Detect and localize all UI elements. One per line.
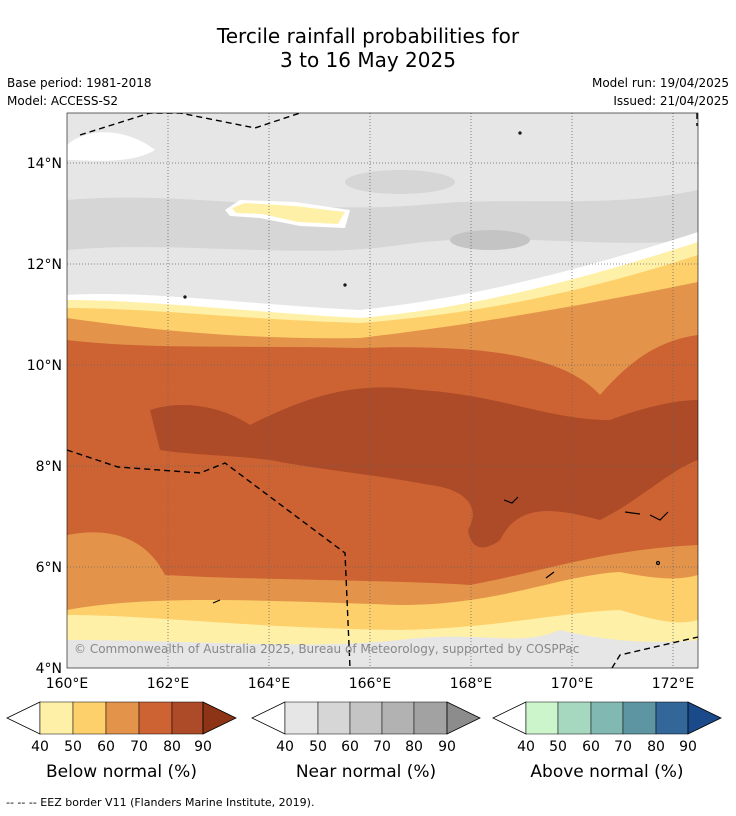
lon-tick: 166°E (349, 676, 392, 692)
colorbar-lower-arrow (492, 701, 527, 735)
eez-legend-note: -- -- -- EEZ border V11 (Flanders Marine… (6, 796, 315, 809)
colorbar-tick: 90 (679, 739, 697, 755)
colorbar-swatch (590, 701, 624, 735)
below-80-region (150, 387, 698, 548)
islands (183, 131, 669, 604)
colorbar-tick: 70 (614, 739, 632, 755)
below-normal-40-patch (232, 203, 345, 224)
map-frame (66, 112, 699, 669)
colorbar-tick: 70 (373, 739, 391, 755)
colorbar-lower-arrow (251, 701, 286, 735)
lon-tick: 164°E (248, 676, 291, 692)
lat-tick: 10°N (27, 358, 62, 374)
near-normal-50-band (67, 190, 698, 251)
colorbar-tick: 50 (549, 739, 567, 755)
near-normal-patch (345, 170, 455, 194)
colorbar-upper-arrow (446, 701, 481, 735)
colorbar-swatch (622, 701, 657, 735)
colorbar-tick: 90 (194, 739, 212, 755)
lat-tick: 4°N (36, 661, 62, 677)
lon-tick: 172°E (652, 676, 695, 692)
colorbar-tick: 40 (517, 739, 535, 755)
colorbar-upper-arrow (202, 701, 237, 735)
colorbar-label-below: Below normal (%) (46, 762, 197, 782)
colorbar-tick: 80 (405, 739, 423, 755)
model-name: Model: ACCESS-S2 (7, 94, 119, 108)
colorbar-swatch (349, 701, 383, 735)
colorbar-below-normal: 40 50 60 70 80 90 (6, 701, 237, 755)
colorbar-tick: 60 (582, 739, 600, 755)
colorbar-swatch (72, 701, 107, 735)
colorbar-swatch (317, 701, 351, 735)
colorbar-swatch (284, 701, 319, 735)
graticule (67, 113, 698, 668)
lat-tick: 8°N (36, 459, 62, 475)
copyright-notice: © Commonwealth of Australia 2025, Bureau… (74, 642, 579, 656)
near-normal-60-patch (450, 230, 530, 250)
colorbar-swatch (655, 701, 689, 735)
colorbar-upper-arrow (687, 701, 722, 735)
map-title-line1: Tercile rainfall probabilities for (216, 24, 520, 48)
model-run: Model run: 19/04/2025 (591, 76, 729, 90)
colorbar-tick: 90 (438, 739, 456, 755)
white-patch (67, 132, 155, 161)
colorbar-tick: 40 (31, 739, 49, 755)
colorbar-swatch (39, 701, 74, 735)
colorbar-tick: 40 (276, 739, 294, 755)
colorbar-tick: 70 (130, 739, 148, 755)
colorbar-tick: 50 (64, 739, 82, 755)
eez-border (67, 113, 698, 668)
colorbar-tick: 60 (97, 739, 115, 755)
lat-tick: 6°N (36, 560, 62, 576)
probability-field: © Commonwealth of Australia 2025, Bureau… (67, 113, 698, 668)
near-normal-lower-band (67, 630, 698, 668)
base-period: Base period: 1981-2018 (7, 76, 152, 90)
colorbar-near-normal: 40 50 60 70 80 90 (251, 701, 481, 755)
lon-tick: 170°E (551, 676, 594, 692)
colorbar-swatch (138, 701, 173, 735)
lon-tick: 160°E (46, 676, 89, 692)
colorbar-swatch (381, 701, 415, 735)
lat-axis: 14°N 12°N 10°N 8°N 6°N 4°N (27, 156, 62, 677)
colorbar-swatch (557, 701, 592, 735)
colorbar-lower-arrow (6, 701, 41, 735)
lat-tick: 14°N (27, 156, 62, 172)
colorbar-tick: 80 (163, 739, 181, 755)
lon-tick: 162°E (147, 676, 190, 692)
colorbar-swatch (525, 701, 559, 735)
colorbar-label-above: Above normal (%) (530, 762, 684, 782)
colorbar-tick: 60 (341, 739, 359, 755)
lon-tick: 168°E (450, 676, 493, 692)
colorbar-swatch (171, 701, 204, 735)
colorbar-label-near: Near normal (%) (295, 762, 437, 782)
colorbar-swatch (105, 701, 140, 735)
issued-date: Issued: 21/04/2025 (613, 94, 729, 108)
lat-tick: 12°N (27, 257, 62, 273)
colorbar-tick: 80 (647, 739, 665, 755)
colorbar-above-normal: 40 50 60 70 80 90 (492, 701, 722, 755)
colorbar-swatch (413, 701, 448, 735)
lon-axis: 160°E 162°E 164°E 166°E 168°E 170°E 172°… (46, 676, 695, 692)
colorbar-tick: 50 (309, 739, 327, 755)
map-title-line2: 3 to 16 May 2025 (280, 48, 456, 72)
